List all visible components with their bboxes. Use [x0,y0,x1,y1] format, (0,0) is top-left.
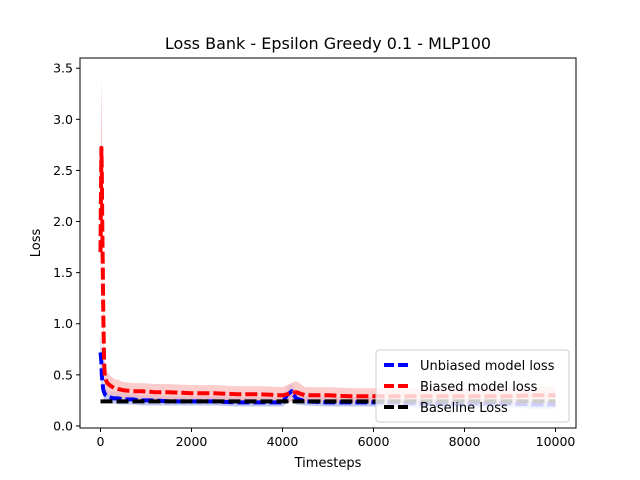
x-tick-label: 0 [97,434,105,449]
legend: Unbiased model loss Biased model loss Ba… [375,349,570,423]
chart-title: Loss Bank - Epsilon Greedy 0.1 - MLP100 [165,34,491,53]
x-axis-label: Timesteps [294,456,362,471]
y-tick-label: 0.0 [53,418,73,433]
x-tick-label: 2000 [176,434,208,449]
y-tick-label: 2.5 [53,163,73,178]
y-tick-label: 0.5 [53,367,73,382]
legend-label-unbiased: Unbiased model loss [420,359,555,374]
y-tick-label: 2.0 [53,214,73,229]
x-axis: 0 2000 4000 6000 8000 10000 [97,428,576,449]
y-tick-label: 3.0 [53,112,73,127]
legend-label-biased: Biased model loss [420,380,538,395]
y-axis-label: Loss [29,229,44,258]
legend-label-baseline: Baseline Loss [420,401,508,416]
x-tick-label: 10000 [536,434,576,449]
axes-frame [79,57,577,429]
y-tick-label: 1.0 [53,316,73,331]
x-tick-label: 4000 [267,434,299,449]
x-tick-label: 8000 [449,434,481,449]
y-tick-label: 3.5 [53,61,73,76]
y-tick-label: 1.5 [53,265,73,280]
y-axis: 0.0 0.5 1.0 1.5 2.0 2.5 3.0 3.5 [53,61,80,433]
x-tick-label: 6000 [358,434,390,449]
legend-box [375,349,570,423]
